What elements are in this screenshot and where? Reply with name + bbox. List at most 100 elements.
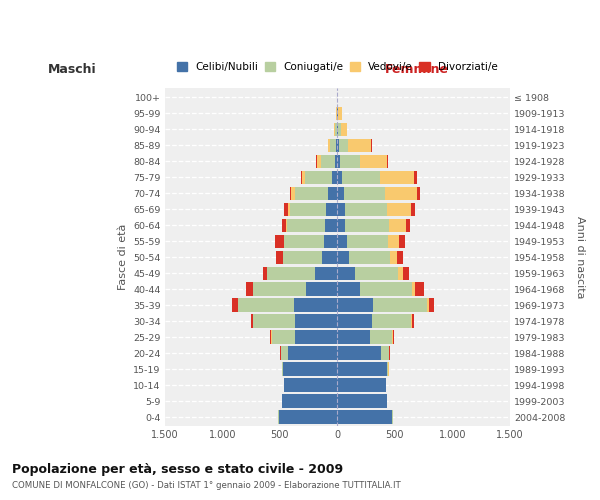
Bar — [337, 394, 387, 407]
Bar — [397, 250, 403, 264]
Bar — [337, 330, 370, 344]
Bar — [337, 410, 392, 424]
Bar — [275, 234, 284, 248]
Bar — [282, 362, 283, 376]
Bar — [390, 250, 397, 264]
Bar — [277, 250, 283, 264]
Bar — [337, 202, 345, 215]
Bar — [361, 154, 387, 168]
Bar — [337, 282, 361, 296]
Bar — [337, 122, 338, 136]
Bar — [337, 234, 347, 248]
Bar — [393, 330, 394, 344]
Bar — [305, 170, 332, 183]
Text: Femmine: Femmine — [385, 64, 449, 76]
Bar — [412, 314, 414, 328]
Bar — [337, 170, 342, 183]
Bar — [288, 202, 290, 215]
Bar — [349, 250, 390, 264]
Bar — [335, 154, 337, 168]
Bar — [346, 218, 389, 232]
Bar — [398, 266, 403, 280]
Bar — [323, 234, 337, 248]
Bar — [334, 122, 335, 136]
Bar — [336, 138, 337, 151]
Bar — [284, 202, 288, 215]
Bar — [290, 202, 326, 215]
Bar — [282, 394, 337, 407]
Bar — [400, 234, 405, 248]
Bar — [429, 298, 434, 312]
Y-axis label: Fasce di età: Fasce di età — [118, 224, 128, 290]
Text: COMUNE DI MONFALCONE (GO) - Dati ISTAT 1° gennaio 2009 - Elaborazione TUTTITALIA: COMUNE DI MONFALCONE (GO) - Dati ISTAT 1… — [12, 481, 401, 490]
Bar — [344, 186, 385, 200]
Y-axis label: Anni di nascita: Anni di nascita — [575, 216, 585, 298]
Bar — [361, 282, 412, 296]
Bar — [295, 186, 328, 200]
Text: Popolazione per età, sesso e stato civile - 2009: Popolazione per età, sesso e stato civil… — [12, 462, 343, 475]
Bar — [415, 170, 416, 183]
Bar — [412, 202, 415, 215]
Bar — [270, 330, 271, 344]
Bar — [332, 170, 337, 183]
Bar — [380, 170, 415, 183]
Bar — [388, 234, 400, 248]
Bar — [339, 138, 348, 151]
Bar — [290, 186, 292, 200]
Bar — [316, 266, 337, 280]
Bar — [341, 122, 347, 136]
Bar — [347, 234, 388, 248]
Bar — [328, 138, 330, 151]
Bar — [372, 314, 411, 328]
Bar — [295, 314, 337, 328]
Bar — [278, 410, 337, 424]
Bar — [348, 138, 371, 151]
Bar — [427, 298, 429, 312]
Bar — [282, 218, 286, 232]
Text: Maschi: Maschi — [47, 64, 96, 76]
Bar — [389, 218, 406, 232]
Bar — [337, 346, 381, 360]
Bar — [387, 154, 388, 168]
Bar — [317, 154, 321, 168]
Bar — [388, 202, 412, 215]
Bar — [321, 154, 335, 168]
Bar — [337, 154, 340, 168]
Bar — [325, 218, 337, 232]
Bar — [293, 298, 337, 312]
Bar — [267, 266, 316, 280]
Bar — [238, 298, 293, 312]
Bar — [263, 266, 266, 280]
Bar — [337, 266, 355, 280]
Bar — [370, 330, 392, 344]
Bar — [286, 218, 287, 232]
Bar — [253, 314, 295, 328]
Bar — [306, 282, 337, 296]
Bar — [381, 346, 389, 360]
Bar — [288, 346, 337, 360]
Bar — [326, 202, 337, 215]
Bar — [337, 314, 372, 328]
Bar — [340, 154, 361, 168]
Bar — [284, 378, 337, 392]
Bar — [337, 362, 387, 376]
Bar — [253, 282, 306, 296]
Bar — [406, 218, 410, 232]
Bar — [403, 266, 409, 280]
Bar — [283, 250, 322, 264]
Bar — [417, 186, 420, 200]
Legend: Celibi/Nubili, Coniugati/e, Vedovi/e, Divorziati/e: Celibi/Nubili, Coniugati/e, Vedovi/e, Di… — [175, 60, 500, 74]
Bar — [251, 314, 253, 328]
Bar — [337, 298, 373, 312]
Bar — [385, 186, 417, 200]
Bar — [302, 170, 305, 183]
Bar — [415, 282, 424, 296]
Bar — [345, 202, 388, 215]
Bar — [337, 138, 339, 151]
Bar — [292, 186, 295, 200]
Bar — [284, 234, 323, 248]
Bar — [342, 170, 380, 183]
Bar — [283, 362, 337, 376]
Bar — [335, 122, 337, 136]
Bar — [232, 298, 238, 312]
